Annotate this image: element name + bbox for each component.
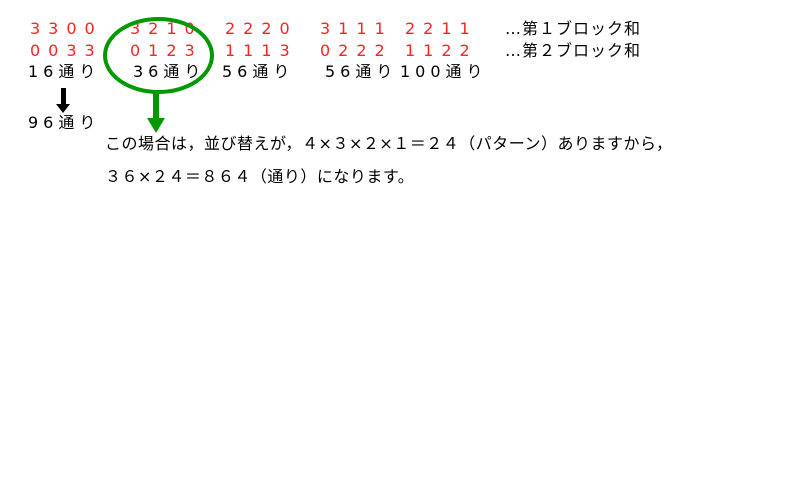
black-down-arrow-icon [56, 88, 70, 113]
count-value: 56通り [325, 62, 398, 81]
block1-sum-value: 3111 [320, 19, 393, 38]
block2-row-label: …第２ブロック和 [505, 41, 642, 60]
arrow-head [147, 118, 165, 133]
green-down-arrow-icon [147, 93, 165, 133]
count-value: 56通り [222, 62, 295, 81]
explanation-line-2: ３６×２４＝８６４（通り）になります。 [105, 167, 415, 186]
block2-sum-value: 1122 [405, 41, 478, 60]
block2-sum-value: 0033 [30, 41, 103, 60]
count-value: 16通り [28, 62, 101, 81]
highlight-ellipse [103, 17, 214, 94]
explanation-line-1: この場合は，並び替えが，４×３×２×１＝２４（パターン）ありますから， [105, 134, 673, 153]
arrow-head [56, 104, 70, 113]
combined-count-value: 96通り [28, 113, 101, 132]
block1-sum-value: 2220 [225, 19, 298, 38]
block1-sum-value: 2211 [405, 19, 478, 38]
block1-sum-value: 3300 [30, 19, 103, 38]
count-value: 100通り [400, 62, 488, 81]
block2-sum-value: 1113 [225, 41, 298, 60]
arrow-shaft [60, 88, 66, 104]
arrow-shaft [153, 93, 159, 118]
block2-sum-value: 0222 [320, 41, 393, 60]
block1-row-label: …第１ブロック和 [505, 19, 642, 38]
